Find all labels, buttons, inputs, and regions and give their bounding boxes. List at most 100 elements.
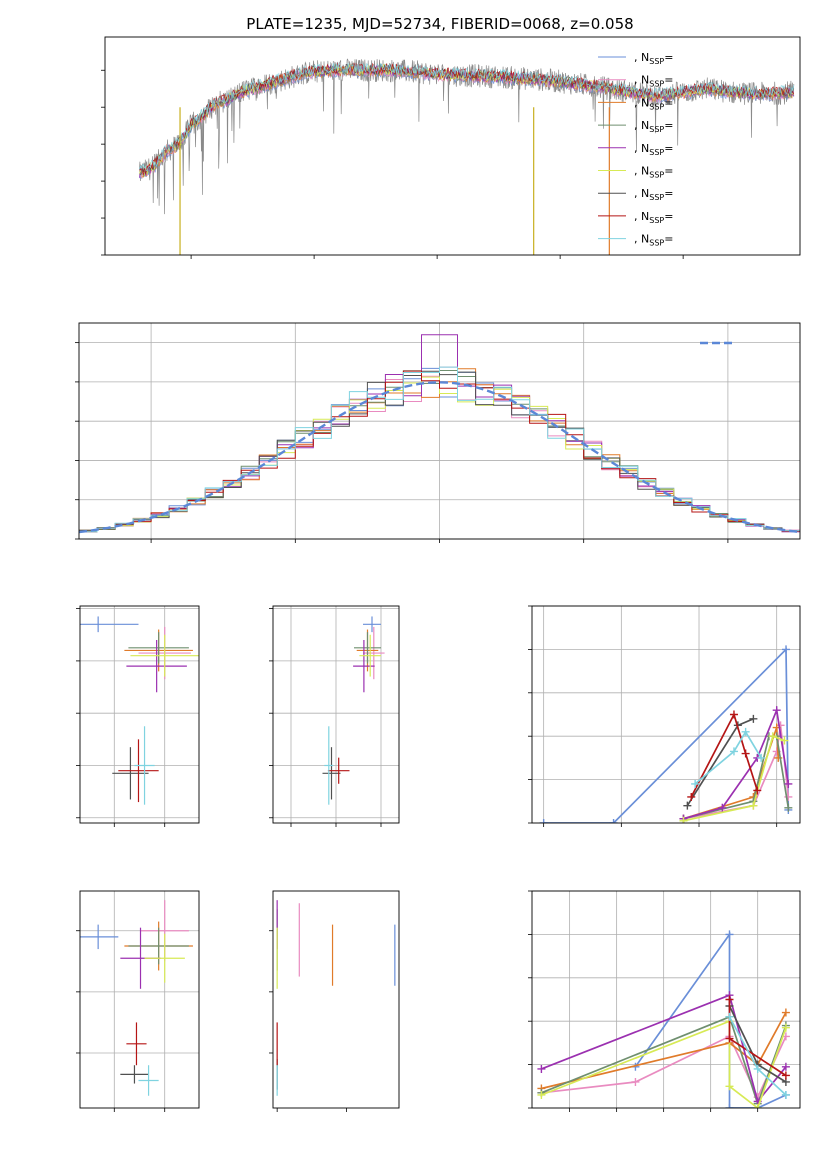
figure-title: PLATE=1235, MJD=52734, FIBERID=0068, z=0… (246, 15, 633, 33)
weight-marker (780, 736, 789, 745)
legend-label: , NSSP= (634, 210, 673, 225)
weight-marker (749, 801, 758, 810)
legend-label: , NSSP= (634, 96, 673, 111)
panel-mass-vs-Z (76, 890, 200, 1112)
weight-marker (772, 706, 781, 715)
panel-spectrum: , NSSP=, NSSP=, NSSP=, NSSP=, NSSP=, NSS… (101, 36, 801, 259)
errorbar-point-8 (324, 726, 334, 805)
legend-subscript: SSP (649, 216, 664, 225)
errorbar-point-3 (128, 927, 189, 965)
legend-sep: , N (634, 210, 649, 223)
axes-frame (79, 890, 200, 1109)
weight-marker (784, 779, 793, 788)
legend-label: , NSSP= (634, 74, 673, 89)
legend-sep: , N (634, 187, 649, 200)
weight-marker (725, 1034, 734, 1043)
legend-sep: , N (634, 165, 649, 178)
weight-marker (631, 1077, 640, 1086)
errorbar-point-0 (363, 616, 381, 633)
errorbar-point-4 (126, 639, 187, 693)
weight-series-2 (541, 1012, 787, 1090)
gaussian-reference-curve (79, 381, 800, 534)
errorbar-point-5 (130, 634, 199, 677)
errorbar-point-1 (363, 626, 385, 680)
legend-sep: , N (634, 96, 649, 109)
model-spectrum-8 (139, 62, 795, 172)
weight-marker (768, 732, 777, 741)
weight-marker (781, 1090, 790, 1099)
weight-marker (757, 753, 766, 762)
axes-frame (531, 890, 801, 1109)
weight-marker (725, 1012, 734, 1021)
errorbar-point-7 (126, 1022, 147, 1066)
weight-marker (781, 1008, 790, 1017)
weight-marker (537, 1090, 546, 1099)
weight-marker (741, 727, 750, 736)
legend-eq: = (664, 165, 673, 178)
errorbar-point-5 (144, 933, 185, 983)
plot-area (79, 334, 800, 534)
legend-subscript: SSP (649, 102, 664, 111)
errorbar-point-6 (112, 747, 149, 800)
plot-area (276, 900, 396, 1096)
weight-marker (781, 1023, 790, 1032)
weight-marker (718, 803, 727, 812)
axes-frame (272, 605, 400, 824)
residual-hist-8 (79, 366, 800, 533)
legend-eq: = (664, 233, 673, 246)
model-spectrum-1 (139, 67, 795, 179)
legend-eq: = (664, 210, 673, 223)
legend-subscript: SSP (649, 171, 664, 180)
weight-marker (725, 995, 734, 1004)
errorbar-point-4 (353, 639, 375, 693)
weight-marker (781, 1071, 790, 1080)
errorbar-point-3 (128, 632, 189, 664)
panel-residuals (75, 322, 801, 543)
weight-marker (749, 714, 758, 723)
legend-eq: = (664, 142, 673, 155)
weight-series-3 (541, 1015, 787, 1107)
weight-marker (753, 1104, 762, 1108)
weight-marker (753, 786, 762, 795)
weight-marker (691, 779, 700, 788)
errorbar-point-3 (354, 632, 381, 664)
legend-subscript: SSP (649, 193, 664, 202)
legend-label: , NSSP= (634, 119, 673, 134)
errorbar-point-8 (138, 1065, 159, 1096)
errorbar-point-6 (322, 747, 341, 800)
legend-sep: , N (634, 74, 649, 87)
errorbar-point-0 (80, 924, 119, 950)
plot-area (80, 616, 199, 805)
panel-mass-weight-vs-age (528, 605, 801, 827)
axes-frame (104, 36, 801, 256)
weight-series-0 (543, 647, 790, 823)
errorbar-point-0 (80, 616, 139, 633)
weight-marker (537, 1064, 546, 1073)
weight-series-5 (683, 735, 785, 822)
panel-mass-vs-ebv (269, 890, 400, 1112)
plot-area (537, 930, 790, 1108)
legend-subscript: SSP (649, 148, 664, 157)
model-spectrum-7 (139, 62, 795, 176)
weight-series-0 (634, 931, 787, 1108)
legend-subscript: SSP (649, 125, 664, 134)
weight-marker (782, 645, 791, 654)
weight-marker (687, 792, 696, 801)
errorbar-point-5 (359, 634, 381, 677)
axes-frame (272, 890, 400, 1109)
legend-eq: = (664, 74, 673, 87)
weight-marker (729, 747, 738, 756)
legend-label: , NSSP= (634, 51, 673, 66)
legend-subscript: SSP (649, 57, 664, 66)
legend-sep: , N (634, 233, 649, 246)
legend-subscript: SSP (649, 239, 664, 248)
weight-marker (679, 816, 688, 823)
weight-marker (609, 819, 618, 823)
weight-marker (725, 1082, 734, 1091)
weight-marker (753, 1064, 762, 1073)
panel-mass-weight-vs-Z (528, 890, 801, 1112)
legend-eq: = (664, 96, 673, 109)
legend-label: , NSSP= (634, 165, 673, 180)
weight-series-7 (690, 712, 759, 798)
axes-frame (531, 605, 801, 824)
